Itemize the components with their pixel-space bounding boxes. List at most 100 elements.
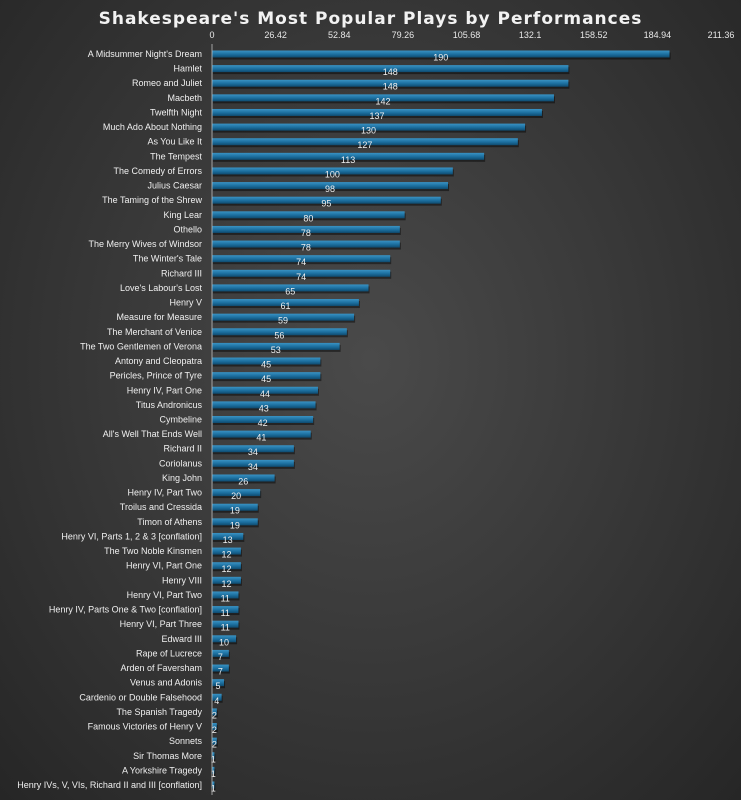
- category-label: The Tempest: [150, 151, 202, 161]
- data-label: 127: [357, 140, 372, 150]
- category-label: Henry IV, Part One: [127, 385, 202, 395]
- x-tick-label: 26.42: [264, 30, 287, 40]
- data-label: 12: [221, 550, 231, 560]
- category-label: Henry IV, Part Two: [127, 488, 202, 498]
- bar: [212, 445, 294, 453]
- bar: [212, 357, 321, 365]
- category-label: Antony and Cleopatra: [115, 356, 202, 366]
- chart-title: Shakespeare's Most Popular Plays by Perf…: [98, 9, 643, 29]
- data-label: 61: [280, 301, 290, 311]
- data-label: 1: [211, 769, 216, 779]
- category-label: King John: [162, 473, 202, 483]
- category-label: A Midsummer Night's Dream: [88, 49, 202, 59]
- category-label: Pericles, Prince of Tyre: [110, 371, 202, 381]
- category-label: Cardenio or Double Falsehood: [79, 692, 202, 702]
- category-label: The Taming of the Shrew: [102, 195, 202, 205]
- bar: [212, 620, 239, 628]
- data-label: 34: [248, 447, 258, 457]
- bar: [212, 635, 237, 643]
- data-label: 34: [248, 462, 258, 472]
- bar: [212, 489, 261, 497]
- data-label: 7: [218, 652, 223, 662]
- x-tick-label: 184.94: [644, 30, 672, 40]
- data-label: 148: [383, 67, 398, 77]
- bar: [212, 474, 275, 482]
- data-label: 190: [433, 53, 448, 63]
- bars-group: A Midsummer Night's Dream 190 Hamlet 148 Rom…: [17, 44, 671, 795]
- bar: [212, 152, 485, 160]
- bar: [212, 576, 241, 584]
- bar: [212, 65, 569, 73]
- bar: [212, 591, 239, 599]
- bar: [212, 430, 311, 438]
- data-label: 98: [325, 184, 335, 194]
- bar: [212, 182, 449, 190]
- category-label: Sir Thomas More: [133, 751, 202, 761]
- category-label: The Winter's Tale: [133, 254, 202, 264]
- data-label: 74: [296, 272, 306, 282]
- category-label: The Two Noble Kinsmen: [104, 546, 202, 556]
- data-label: 12: [221, 579, 231, 589]
- category-label: Twelfth Night: [150, 107, 203, 117]
- bar: [212, 299, 359, 307]
- category-label: Macbeth: [167, 93, 202, 103]
- category-label: The Comedy of Errors: [113, 166, 202, 176]
- data-label: 13: [223, 535, 233, 545]
- category-label: Love's Labour's Lost: [120, 283, 202, 293]
- category-label: King Lear: [163, 210, 202, 220]
- data-label: 142: [375, 96, 390, 106]
- category-label: Romeo and Juliet: [132, 78, 203, 88]
- category-label: Henry VI, Part Two: [127, 590, 202, 600]
- data-label: 20: [231, 491, 241, 501]
- data-label: 11: [221, 608, 230, 618]
- data-label: 44: [260, 389, 270, 399]
- data-label: 11: [221, 593, 230, 603]
- x-tick-label: 105.68: [453, 30, 481, 40]
- data-label: 100: [325, 169, 340, 179]
- bar: [212, 752, 215, 760]
- data-label: 4: [214, 696, 219, 706]
- bar: [212, 167, 453, 175]
- category-label: Henry VIII: [162, 575, 202, 585]
- data-label: 5: [216, 681, 221, 691]
- data-label: 2: [212, 740, 217, 750]
- x-tick-label: 132.1: [519, 30, 542, 40]
- data-label: 78: [301, 243, 311, 253]
- bar: [212, 532, 244, 540]
- bar: [212, 123, 526, 131]
- bar: [212, 342, 340, 350]
- category-label: Titus Andronicus: [136, 400, 203, 410]
- x-tick-label: 211.36: [708, 30, 735, 40]
- bar: [212, 781, 215, 789]
- bar: [212, 386, 318, 394]
- bar: [212, 766, 215, 774]
- category-label: The Merchant of Venice: [107, 327, 202, 337]
- bar: [212, 240, 400, 248]
- data-label: 7: [218, 667, 223, 677]
- category-label: Coriolanus: [159, 458, 203, 468]
- data-label: 45: [261, 360, 271, 370]
- data-label: 41: [256, 433, 266, 443]
- category-label: Henry V: [169, 298, 202, 308]
- category-label: Othello: [173, 224, 202, 234]
- bar: [212, 562, 241, 570]
- x-axis-ticks: 0 26.42 52.84 79.26 105.68 132.1 158.52 184.94 2…: [209, 30, 734, 40]
- data-label: 12: [221, 564, 231, 574]
- bar: [212, 737, 217, 745]
- data-label: 19: [230, 506, 240, 516]
- category-label: Troilus and Cressida: [120, 502, 202, 512]
- category-label: Measure for Measure: [116, 312, 202, 322]
- category-label: The Spanish Tragedy: [116, 707, 202, 717]
- data-label: 113: [341, 155, 355, 165]
- category-label: Julius Caesar: [147, 181, 202, 191]
- data-label: 1: [211, 784, 216, 794]
- bar: [212, 284, 369, 292]
- category-label: The Merry Wives of Windsor: [88, 239, 202, 249]
- bar: [212, 138, 518, 146]
- bar: [212, 723, 217, 731]
- category-label: A Yorkshire Tragedy: [122, 765, 203, 775]
- bar: [212, 459, 294, 467]
- category-label: Richard II: [163, 444, 202, 454]
